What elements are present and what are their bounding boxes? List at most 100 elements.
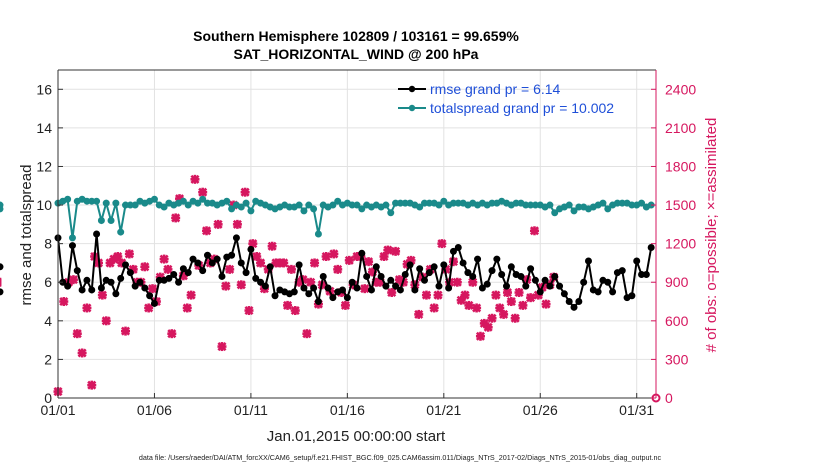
series-point xyxy=(406,261,414,269)
series-point xyxy=(194,199,202,207)
obs-assimilated-marker xyxy=(472,303,482,313)
series-point xyxy=(228,205,236,213)
series-point xyxy=(464,269,472,277)
series-point xyxy=(387,276,395,284)
obs-assimilated-marker xyxy=(340,300,350,310)
y-tick-label-left: 0 xyxy=(44,390,52,406)
series-point xyxy=(261,282,269,290)
series-point xyxy=(271,292,279,300)
series-point xyxy=(584,257,592,265)
series-point xyxy=(300,284,308,292)
series-point xyxy=(131,282,139,290)
series-point xyxy=(445,284,453,292)
series-point xyxy=(440,261,448,269)
axes-frame xyxy=(57,69,657,399)
series-point xyxy=(560,290,568,298)
series-point xyxy=(83,276,91,284)
y-tick-label-right: 600 xyxy=(665,313,689,329)
x-tick-label: 01/16 xyxy=(330,402,365,418)
series-point xyxy=(242,269,250,277)
obs-assimilated-marker xyxy=(468,277,478,287)
y-tick-label-right: 2400 xyxy=(665,81,696,97)
y-tick-label-right: 2100 xyxy=(665,120,696,136)
series-totalspread xyxy=(0,195,655,242)
data-file-footer: data file: /Users/raeder/DAI/ATM_forcXX/… xyxy=(139,453,662,462)
obs-assimilated-marker xyxy=(495,303,505,313)
obs-assimilated-marker xyxy=(101,316,111,326)
series-point xyxy=(107,278,115,286)
series-point xyxy=(165,274,173,282)
series-point xyxy=(541,276,549,284)
series-point xyxy=(430,263,438,271)
obs-assimilated-marker xyxy=(518,300,528,310)
series-point xyxy=(228,251,236,259)
series-point xyxy=(609,288,617,296)
obs-assimilated-marker xyxy=(541,299,551,309)
series-point xyxy=(575,298,583,306)
series-point xyxy=(618,267,626,275)
series-point xyxy=(604,205,612,213)
obs-assimilated-marker xyxy=(97,290,107,300)
series-point xyxy=(416,203,424,211)
series-point xyxy=(300,207,308,215)
series-point xyxy=(551,209,559,217)
obs-assimilated-marker xyxy=(464,300,474,310)
obs-assimilated-marker xyxy=(213,219,223,229)
obs-assimilated-marker xyxy=(240,187,250,197)
legend-marker xyxy=(408,85,416,93)
series-point xyxy=(290,288,298,296)
series-point xyxy=(184,201,192,209)
series-point xyxy=(310,284,318,292)
obs-assimilated-marker xyxy=(302,329,312,339)
series-point xyxy=(435,282,443,290)
obs-assimilated-marker xyxy=(252,251,262,262)
obs-assimilated-marker xyxy=(487,313,497,323)
series-point xyxy=(642,271,650,279)
series-point xyxy=(324,284,332,292)
obs-assimilated-marker xyxy=(159,254,169,264)
series-point xyxy=(483,280,491,288)
series-point xyxy=(435,201,443,209)
series-point xyxy=(343,294,351,302)
obs-assimilated-marker xyxy=(87,380,97,390)
y-tick-label-left: 8 xyxy=(44,236,52,252)
series-point xyxy=(478,284,486,292)
series-point xyxy=(266,263,274,271)
obs-assimilated-marker xyxy=(526,293,536,303)
chart-title: Southern Hemisphere 102809 / 103161 = 99… xyxy=(193,28,519,44)
obs-assimilated-marker xyxy=(383,245,393,255)
obs-assimilated-marker xyxy=(321,251,331,262)
series-point xyxy=(493,255,501,263)
series-point xyxy=(179,265,187,273)
series-point xyxy=(396,286,404,294)
series-point xyxy=(160,203,168,211)
series-point xyxy=(68,234,76,242)
series-point xyxy=(604,278,612,286)
obs-assimilated-marker xyxy=(529,226,539,236)
obs-assimilated-marker xyxy=(167,329,177,339)
obs-assimilated-marker xyxy=(225,264,235,274)
obs-assimilated-marker xyxy=(475,331,485,341)
series-point xyxy=(117,228,125,236)
obs-assimilated-marker xyxy=(113,251,123,262)
series-point xyxy=(247,207,255,215)
series-point xyxy=(150,299,158,307)
obs-assimilated-marker xyxy=(391,246,401,256)
series-point xyxy=(421,276,429,284)
series-point xyxy=(184,269,192,277)
series-point xyxy=(329,294,337,302)
series-point xyxy=(112,290,120,298)
series-point xyxy=(146,292,154,300)
obs-assimilated-marker xyxy=(283,300,293,310)
series-point xyxy=(358,249,366,257)
obs-assimilated-marker xyxy=(182,303,192,313)
series-point xyxy=(305,201,313,209)
series-point xyxy=(363,272,371,280)
series-point xyxy=(122,261,130,269)
series-point xyxy=(237,259,245,267)
series-point xyxy=(175,278,183,286)
x-tick-label: 01/01 xyxy=(40,402,75,418)
y-tick-label-left: 16 xyxy=(36,81,52,97)
series-lines xyxy=(0,195,655,311)
y-tick-label-left: 6 xyxy=(44,274,52,290)
